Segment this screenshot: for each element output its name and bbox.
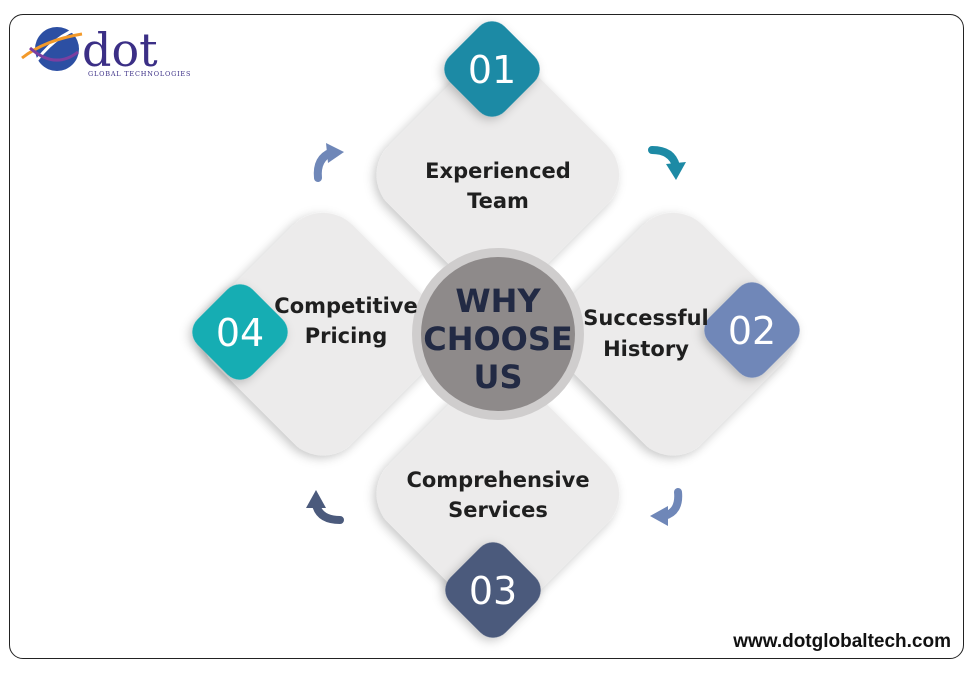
badge-01	[444, 21, 540, 117]
logo-subtitle: GLOBAL TECHNOLOGIES	[88, 70, 191, 78]
badge-03-number: 03	[469, 569, 517, 613]
center-title-line3: US	[473, 358, 522, 396]
badge-01-number: 01	[468, 48, 516, 92]
label-01-line1: Experienced	[425, 159, 571, 183]
curved-arrow-icon-bottom-left	[306, 490, 344, 524]
card-experienced-team	[376, 53, 620, 297]
label-03-line1: Comprehensive	[406, 468, 589, 492]
label-01-line2: Team	[467, 189, 529, 213]
badge-04	[192, 284, 288, 380]
label-04-line1: Competitive	[274, 294, 417, 318]
center-circle	[421, 257, 575, 411]
label-03-line2: Services	[448, 498, 548, 522]
company-logo: dot GLOBAL TECHNOLOGIES	[21, 23, 191, 78]
curved-arrow-icon-bottom-right	[650, 488, 683, 526]
label-02-line1: Successful	[583, 306, 709, 330]
card-comprehensive-services	[376, 372, 620, 616]
badge-03	[445, 542, 541, 638]
label-04-line2: Pricing	[305, 324, 388, 348]
border-frame	[9, 14, 964, 659]
curved-arrow-icon-top-left	[313, 143, 344, 182]
curved-arrow-icon-top-right	[648, 146, 686, 180]
card-competitive-pricing	[201, 212, 445, 456]
globe-icon	[21, 23, 93, 71]
logo-wordmark: dot	[82, 23, 158, 77]
badge-02	[704, 282, 800, 378]
badge-04-number: 04	[216, 311, 264, 355]
center-title-line1: WHY	[455, 282, 541, 320]
badge-02-number: 02	[728, 309, 776, 353]
website-url: www.dotglobaltech.com	[733, 631, 951, 652]
center-title-line2: CHOOSE	[423, 320, 573, 358]
label-02-line2: History	[603, 337, 689, 361]
card-successful-history	[551, 212, 795, 456]
